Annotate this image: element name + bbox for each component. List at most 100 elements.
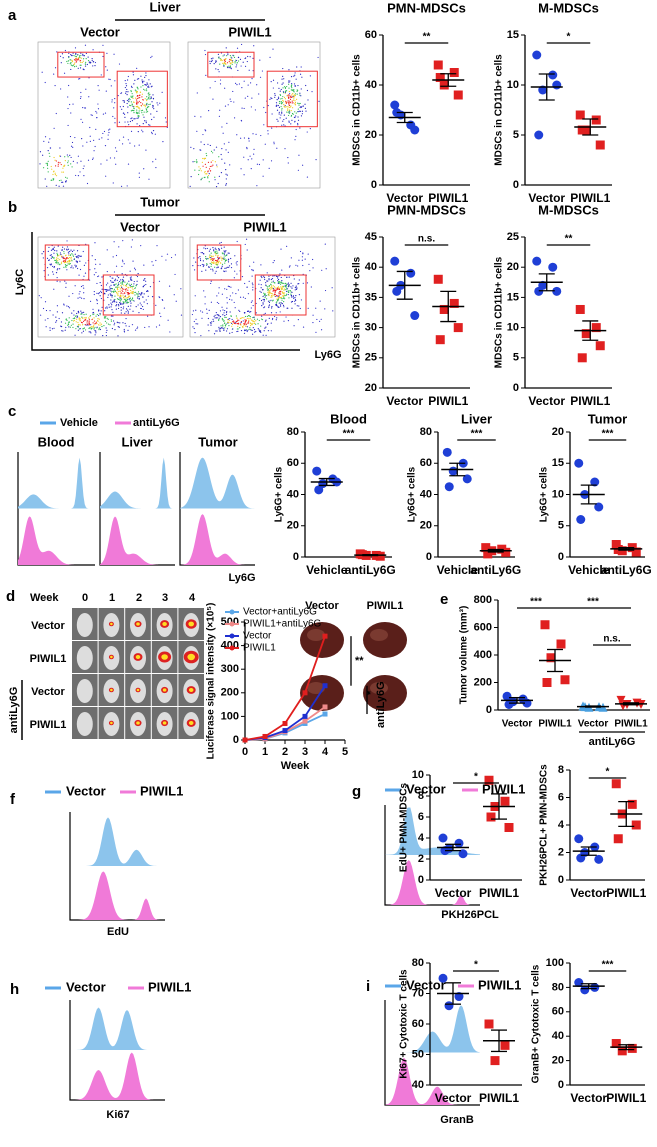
flow-dot bbox=[82, 53, 84, 55]
flow-dot bbox=[44, 178, 46, 180]
flow-dot bbox=[271, 318, 274, 321]
flow-dot bbox=[216, 250, 218, 252]
flow-dot bbox=[63, 266, 65, 268]
flow-dot bbox=[216, 259, 218, 262]
legend-swatch bbox=[229, 633, 235, 639]
flow-dot bbox=[201, 161, 203, 163]
flow-dot bbox=[219, 63, 221, 65]
flow-dot bbox=[249, 316, 251, 318]
tumor bbox=[307, 629, 325, 641]
flow-dot bbox=[131, 93, 133, 95]
flow-dot bbox=[291, 112, 294, 115]
flow-dot bbox=[93, 320, 96, 322]
flow-dot bbox=[121, 108, 123, 110]
flow-dot bbox=[150, 113, 152, 115]
flow-dot bbox=[137, 106, 139, 108]
flow-dot bbox=[225, 63, 227, 65]
flow-dot bbox=[254, 331, 256, 333]
flow-dot bbox=[143, 284, 145, 286]
flow-dot bbox=[289, 101, 292, 103]
flow-dot bbox=[277, 306, 279, 308]
flow-dot bbox=[110, 280, 112, 282]
flow-dot bbox=[223, 256, 225, 258]
flow-dot bbox=[275, 275, 278, 277]
flow-dot bbox=[244, 324, 246, 326]
flow-dot bbox=[287, 156, 289, 159]
flow-dot bbox=[131, 324, 134, 326]
flow-dot bbox=[111, 296, 113, 298]
flow-dot bbox=[81, 312, 83, 314]
flow-dot bbox=[131, 103, 133, 105]
flow-dot bbox=[139, 96, 141, 99]
week-label: 4 bbox=[189, 592, 196, 604]
flow-dot bbox=[236, 320, 238, 322]
flow-dot bbox=[228, 65, 230, 67]
data-point bbox=[484, 775, 494, 785]
flow-dot bbox=[307, 253, 309, 255]
flow-dot bbox=[74, 285, 76, 287]
flow-dot bbox=[203, 143, 205, 146]
flow-dot bbox=[42, 307, 45, 310]
flow-dot bbox=[80, 321, 83, 323]
flow-dot bbox=[112, 301, 114, 303]
flow-dot bbox=[104, 112, 107, 114]
flow-dot bbox=[228, 265, 231, 267]
flow-dot bbox=[78, 318, 80, 320]
flow-dot bbox=[122, 278, 124, 281]
flow-dot bbox=[51, 179, 53, 181]
flow-dot bbox=[242, 320, 244, 322]
flow-dot bbox=[105, 284, 108, 286]
flow-dot bbox=[88, 331, 90, 333]
flow-dot bbox=[279, 291, 281, 293]
flow-dot bbox=[121, 286, 123, 288]
flow-dot bbox=[289, 96, 291, 98]
y-tick-label: 20 bbox=[552, 1055, 564, 1067]
flow-dot bbox=[101, 288, 103, 290]
flow-dot bbox=[220, 325, 222, 327]
flow-dot bbox=[75, 61, 77, 63]
y-tick-label: 0 bbox=[486, 704, 492, 716]
flow-dot bbox=[247, 159, 249, 161]
flow-dot bbox=[108, 304, 110, 306]
flow-dot bbox=[78, 328, 81, 330]
flow-dot bbox=[209, 256, 211, 259]
flow-dot bbox=[111, 288, 113, 290]
flow-dot bbox=[56, 280, 58, 282]
flow-dot bbox=[116, 298, 119, 300]
y-tick-label: 20 bbox=[365, 129, 377, 141]
flow-dot bbox=[260, 134, 262, 137]
flow-dot bbox=[82, 250, 84, 253]
flow-dot bbox=[258, 329, 260, 331]
flow-dot bbox=[117, 325, 119, 328]
flow-dot bbox=[281, 299, 283, 301]
flow-dot bbox=[68, 56, 70, 59]
flow-dot bbox=[276, 288, 278, 291]
flow-dot bbox=[56, 276, 58, 279]
sig-label: * bbox=[474, 960, 478, 971]
flow-dot bbox=[96, 282, 98, 285]
flow-dot bbox=[240, 329, 243, 332]
flow-dot bbox=[223, 329, 225, 332]
data-point bbox=[458, 849, 468, 859]
flow-dot bbox=[164, 117, 167, 119]
flow-dot bbox=[46, 185, 48, 187]
flow-dot bbox=[308, 263, 310, 265]
flow-dot bbox=[97, 324, 100, 326]
flow-dot bbox=[146, 303, 148, 305]
flow-dot bbox=[80, 160, 82, 162]
chart-title: M-MDSCs bbox=[538, 0, 599, 15]
flow-dot bbox=[70, 249, 72, 251]
flow-dot bbox=[292, 113, 294, 115]
flow-dot bbox=[223, 250, 225, 252]
flow-dot bbox=[236, 83, 238, 86]
flow-dot bbox=[248, 69, 250, 71]
flow-dot bbox=[100, 163, 102, 165]
flow-dot bbox=[212, 320, 215, 322]
flow-dot bbox=[42, 167, 45, 169]
y-tick-label: 8 bbox=[558, 764, 564, 776]
flow-dot bbox=[122, 301, 124, 303]
flow-dot bbox=[250, 301, 253, 303]
flow-dot bbox=[59, 252, 62, 254]
y-tick-label: 15 bbox=[507, 291, 519, 303]
flow-dot bbox=[280, 286, 282, 288]
